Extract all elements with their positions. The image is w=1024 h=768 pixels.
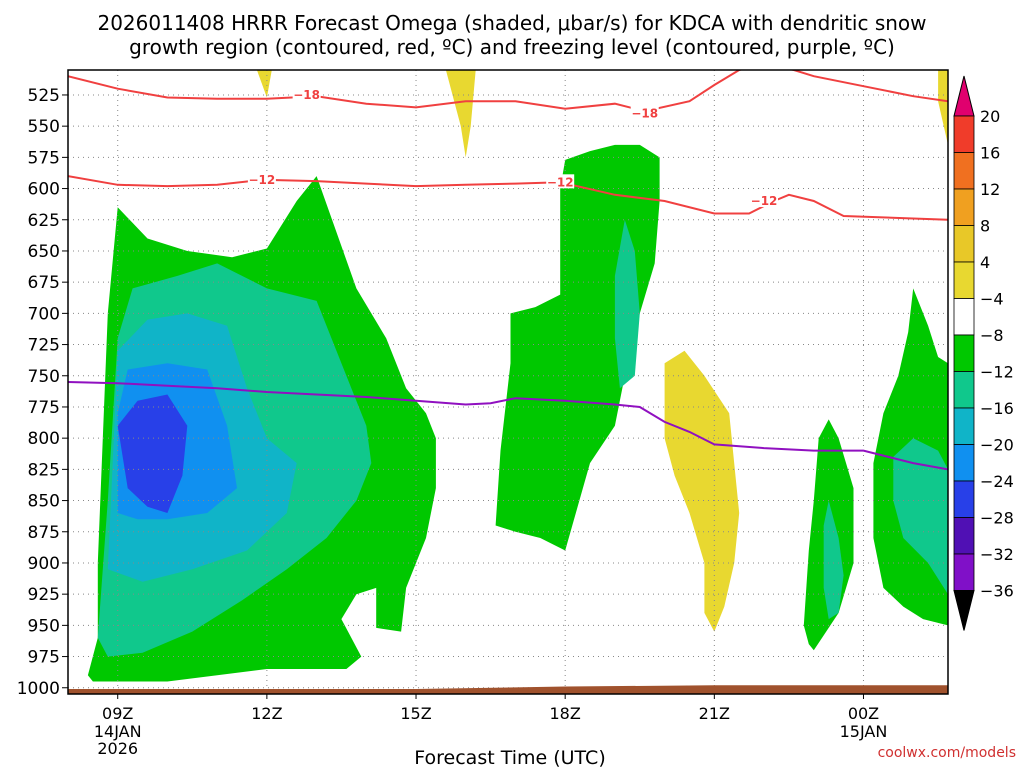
chart-title-line1: 2026011408 HRRR Forecast Omega (shaded, … bbox=[97, 11, 926, 35]
plot-frame bbox=[67, 69, 949, 695]
colorbar-swatch bbox=[953, 115, 975, 153]
colorbar-bottom-arrow bbox=[953, 590, 975, 631]
contour-label: −12 bbox=[547, 175, 574, 189]
colorbar-swatch bbox=[953, 188, 975, 226]
colorbar-label: 20 bbox=[980, 107, 1000, 126]
colorbar-swatch bbox=[953, 480, 975, 518]
colorbar-swatch bbox=[953, 152, 975, 190]
colorbar-swatch bbox=[953, 517, 975, 555]
colorbar-label: 16 bbox=[980, 144, 1000, 163]
colorbar-label: −20 bbox=[980, 436, 1014, 455]
gridlines bbox=[68, 70, 948, 694]
colorbar-label: −16 bbox=[980, 399, 1014, 418]
colorbar-label: −4 bbox=[980, 290, 1004, 309]
contour-label-bg bbox=[292, 86, 321, 101]
colorbar-label: −12 bbox=[980, 363, 1014, 382]
contour-label: −18 bbox=[631, 107, 658, 121]
y-tick-label: 575 bbox=[28, 148, 60, 168]
contour-label: −12 bbox=[751, 194, 778, 208]
omega-descent-ge-4-01z-top bbox=[938, 70, 948, 145]
y-tick-label: 875 bbox=[28, 523, 60, 543]
y-tick-label: 725 bbox=[28, 336, 60, 356]
x-tick-sublabel: 14JAN bbox=[94, 722, 142, 741]
y-tick-label: 950 bbox=[28, 616, 60, 636]
x-tick-label: 12Z bbox=[251, 704, 282, 723]
colorbar-label: −8 bbox=[980, 326, 1004, 345]
y-tick-label: 600 bbox=[28, 180, 60, 200]
colorbar-swatch bbox=[953, 261, 975, 299]
y-tick-label: 650 bbox=[28, 242, 60, 262]
y-tick-label: 800 bbox=[28, 429, 60, 449]
x-tick-label: 09Z bbox=[102, 704, 133, 723]
y-tick-label: 625 bbox=[28, 211, 60, 231]
omega-ascent-ge-8-2330z bbox=[823, 500, 844, 620]
y-tick-label: 825 bbox=[28, 460, 60, 480]
contour-labels: −18 −18 −12 −12 −12 bbox=[247, 86, 779, 208]
colorbar: 20 16 12 8 4 −4 −8 −12 −16 −20 −24 −28 −32 −36 bbox=[953, 75, 1014, 631]
omega-ascent-ge-4-18z bbox=[495, 144, 660, 551]
y-tick-label: 550 bbox=[28, 117, 60, 137]
colorbar-swatch bbox=[953, 225, 975, 263]
contour-label: −12 bbox=[249, 173, 276, 187]
colorbar-swatch bbox=[953, 334, 975, 372]
contour-label-bg bbox=[247, 171, 276, 186]
series-line-0 bbox=[68, 70, 948, 113]
plot-area: −18 −18 −12 −12 −12 bbox=[67, 69, 949, 695]
omega-descent-ge-4-21z bbox=[664, 350, 740, 632]
colorbar-swatch bbox=[953, 407, 975, 445]
x-axis-label: Forecast Time (UTC) bbox=[414, 747, 605, 768]
watermark: coolwx.com/models bbox=[878, 745, 1016, 761]
colorbar-swatch bbox=[953, 371, 975, 409]
terrain-layer bbox=[68, 685, 948, 694]
colorbar-swatch bbox=[953, 553, 975, 591]
contour-label-bg bbox=[630, 105, 659, 120]
y-tick-label: 975 bbox=[28, 648, 60, 668]
colorbar-label: −24 bbox=[980, 472, 1014, 491]
chart-title: 2026011408 HRRR Forecast Omega (shaded, … bbox=[97, 11, 926, 59]
x-tick-sublabel: 2026 bbox=[97, 739, 138, 758]
x-tick-sublabel: 15JAN bbox=[840, 722, 888, 741]
omega-ascent-ge-8-02z bbox=[893, 438, 948, 595]
y-tick-label: 850 bbox=[28, 492, 60, 512]
y-tick-label: 925 bbox=[28, 585, 60, 605]
contour-label-bg bbox=[750, 193, 779, 208]
x-tick-label: 21Z bbox=[699, 704, 730, 723]
contour-label-bg bbox=[546, 174, 575, 189]
y-tick-label: 1000 bbox=[17, 679, 60, 699]
omega-descent-ge-4-1130z-top bbox=[256, 70, 272, 98]
omega-descent-ge-4-1530z-top bbox=[445, 70, 476, 158]
colorbar-top-arrow bbox=[953, 75, 975, 117]
y-tick-label: 775 bbox=[28, 398, 60, 418]
terrain-band bbox=[68, 685, 948, 694]
omega-ascent-ge-20-core bbox=[117, 394, 188, 513]
colorbar-label: 4 bbox=[980, 253, 990, 272]
y-tick-label: 900 bbox=[28, 554, 60, 574]
y-tick-label: 750 bbox=[28, 367, 60, 387]
colorbar-swatch bbox=[953, 298, 975, 336]
omega-ascent-ge-8-18z bbox=[614, 219, 640, 389]
colorbar-label: −32 bbox=[980, 545, 1014, 564]
colorbar-swatch bbox=[953, 444, 975, 482]
colorbar-label: 8 bbox=[980, 217, 990, 236]
x-tick-label: 00Z bbox=[848, 704, 879, 723]
x-tick-label: 15Z bbox=[400, 704, 431, 723]
y-axis: 525 550 575 600 625 650 675 700 725 750 775 800 825 8… bbox=[17, 86, 68, 699]
colorbar-label: 12 bbox=[980, 180, 1000, 199]
x-tick-label: 18Z bbox=[550, 704, 581, 723]
y-tick-label: 675 bbox=[28, 273, 60, 293]
contour-label: −18 bbox=[293, 88, 320, 102]
series-line-2 bbox=[68, 381, 948, 471]
omega-shading bbox=[87, 70, 948, 682]
colorbar-label: −36 bbox=[980, 582, 1014, 601]
chart-title-line2: growth region (contoured, red, ºC) and f… bbox=[129, 35, 895, 59]
y-tick-label: 700 bbox=[28, 304, 60, 324]
y-tick-label: 525 bbox=[28, 86, 60, 106]
colorbar-label: −28 bbox=[980, 509, 1014, 528]
